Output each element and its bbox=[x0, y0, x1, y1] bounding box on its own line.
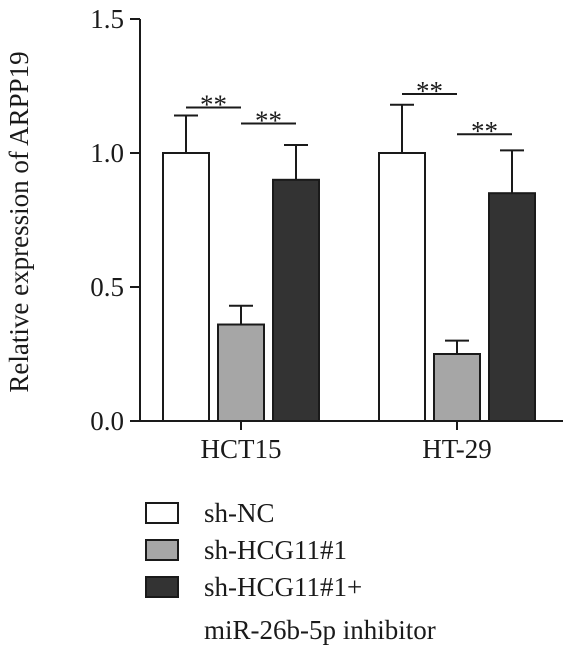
legend-swatch bbox=[145, 539, 179, 561]
legend-label: miR-26b-5p inhibitor bbox=[204, 615, 436, 645]
y-tick-label: 1.0 bbox=[90, 138, 124, 168]
legend-swatch bbox=[145, 576, 179, 598]
significance-label: ** bbox=[200, 89, 227, 119]
legend-label: sh-HCG11#1 bbox=[204, 535, 347, 565]
bar bbox=[378, 152, 426, 422]
bar bbox=[272, 178, 320, 422]
legend-label: sh-HCG11#1+ bbox=[204, 572, 362, 602]
significance-label: ** bbox=[471, 116, 498, 146]
plot-area: 0.0 0.5 1.0 1.5 HCT15 HT-29 ** ** ** ** bbox=[90, 4, 563, 464]
bar bbox=[433, 353, 481, 422]
x-tick-label: HCT15 bbox=[201, 434, 282, 464]
bar bbox=[162, 152, 210, 422]
x-tick-label: HT-29 bbox=[422, 434, 492, 464]
y-tick-label: 1.5 bbox=[90, 4, 124, 34]
significance-label: ** bbox=[255, 106, 282, 136]
bar bbox=[217, 323, 265, 422]
bar bbox=[488, 192, 536, 422]
legend: sh-NC sh-HCG11#1 sh-HCG11#1+ miR-26b-5p inh… bbox=[145, 498, 436, 645]
y-tick-label: 0.5 bbox=[90, 272, 124, 302]
legend-label: sh-NC bbox=[204, 498, 275, 528]
significance-label: ** bbox=[416, 76, 443, 106]
legend-swatch bbox=[145, 502, 179, 524]
y-axis-label: Relative expression of ARPP19 bbox=[4, 51, 34, 392]
y-tick-label: 0.0 bbox=[90, 406, 124, 436]
